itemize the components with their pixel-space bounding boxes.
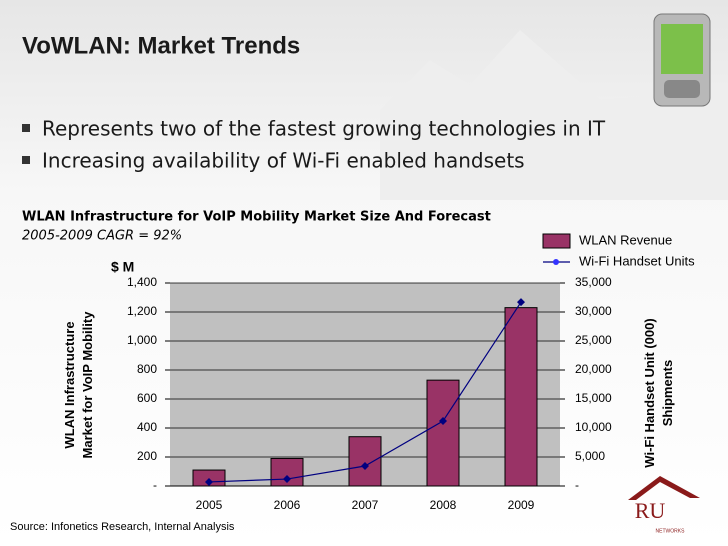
x-tick-label: 2005: [196, 498, 223, 512]
y2-axis-label-line: Shipments: [660, 360, 675, 426]
bar: [504, 307, 538, 487]
slide-title: VoWLAN: Market Trends: [22, 32, 300, 59]
y-tick-label: 1,200: [127, 304, 157, 318]
y2-tick-label: 5,000: [575, 449, 605, 463]
y2-axis-label: Wi-Fi Handset Unit (000) Shipments: [642, 318, 675, 467]
logo: RU NETWORKS: [628, 476, 700, 534]
y2-tick-label: 30,000: [575, 304, 612, 318]
legend-swatch: [553, 259, 559, 265]
chart-title: WLAN Infrastructure for VoIP Mobility Ma…: [22, 210, 491, 225]
y-axis-label: WLAN Infrastructure Market for VoIP Mobil…: [62, 311, 95, 459]
x-tick-label: 2007: [352, 498, 379, 512]
y2-tick-label: 35,000: [575, 275, 612, 289]
line-marker: [361, 461, 369, 470]
x-tick-label: 2006: [274, 498, 301, 512]
legend-label: Wi-Fi Handset Units: [579, 253, 695, 268]
bullet-marker: [22, 124, 30, 132]
logo-subtext: NETWORKS: [656, 528, 686, 534]
line-marker: [517, 298, 525, 307]
logo-text: RU: [635, 498, 666, 523]
legend-label: WLAN Revenue: [579, 232, 672, 247]
y-tick-label: 1,400: [127, 275, 157, 289]
bullet-text: Represents two of the fastest growing te…: [42, 117, 606, 141]
y-tick-label: 800: [137, 362, 157, 376]
bar: [270, 457, 304, 487]
y-tick-label: 1,000: [127, 333, 157, 347]
y-tick-label: 600: [137, 391, 157, 405]
x-tick-label: 2008: [430, 498, 457, 512]
y2-tick-label: 20,000: [575, 362, 612, 376]
legend-swatch: [542, 233, 571, 249]
bullet-text: Increasing availability of Wi-Fi enabled…: [42, 149, 525, 173]
y2-axis-label-line: Wi-Fi Handset Unit (000): [642, 318, 657, 467]
chart-subtitle: 2005-2009 CAGR = 92%: [22, 229, 182, 244]
line-marker: [283, 475, 291, 484]
y2-tick-label: -: [575, 478, 579, 492]
line-marker: [439, 417, 447, 426]
x-tick-label: 2009: [508, 498, 535, 512]
bar: [348, 436, 382, 487]
y-axis-label-line: Market for VoIP Mobility: [80, 311, 95, 459]
y2-tick-label: 10,000: [575, 420, 612, 434]
bullet-marker: [22, 156, 30, 164]
source: Source: Infonetics Research, Internal An…: [10, 521, 235, 533]
y-tick-label: -: [153, 478, 157, 492]
y-axis-label-line: WLAN Infrastructure: [62, 321, 77, 448]
y-unit: $ M: [111, 259, 134, 275]
y2-tick-label: 15,000: [575, 391, 612, 405]
bar: [426, 379, 460, 487]
device-image: [653, 13, 711, 107]
y-tick-label: 200: [137, 449, 157, 463]
line-marker: [205, 477, 213, 486]
background-mountains: [380, 30, 728, 200]
y-tick-label: 400: [137, 420, 157, 434]
y2-tick-label: 25,000: [575, 333, 612, 347]
